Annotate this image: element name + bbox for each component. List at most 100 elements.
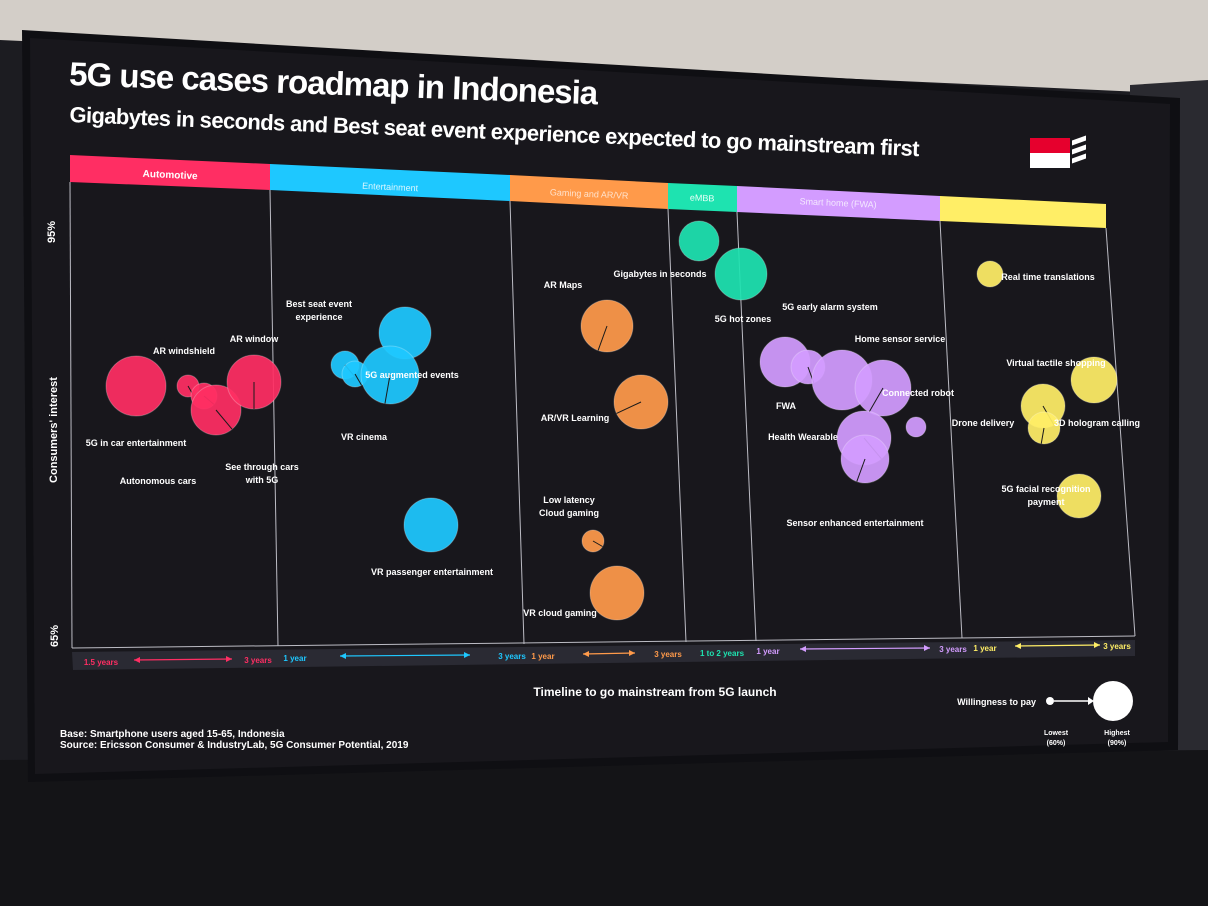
timeline-end-label: 3 years	[498, 652, 526, 661]
timeline-arrowhead-right	[226, 656, 232, 662]
legend-lowest: Lowest	[1044, 730, 1069, 737]
bubble-23	[976, 260, 1004, 288]
bubble-label: 5G in car entertainment	[86, 438, 187, 448]
timeline-arrow	[582, 652, 636, 655]
bubble-label: Sensor enhanced entertainment	[786, 518, 923, 528]
bubble-label: VR cloud gaming	[523, 608, 597, 618]
bubble-tick-26	[1040, 427, 1045, 444]
timeline-start-label: 1 to 2 years	[700, 649, 745, 658]
timeline-arrow	[1014, 644, 1101, 647]
bubble-tick-3	[215, 409, 233, 430]
header-label-entertainment: Entertainment	[362, 181, 419, 194]
bubble-15	[714, 247, 768, 301]
bubble-tick-21	[856, 458, 866, 482]
bubble-13	[589, 565, 645, 621]
bubble-label: Health Wearable	[768, 432, 838, 442]
timeline-arrowhead-left	[340, 653, 346, 659]
bubble-14	[678, 220, 720, 262]
timeline-arrowhead-left	[800, 646, 806, 652]
header-label-smart-home: Smart home (FWA)	[799, 196, 877, 209]
timeline-arrow	[339, 654, 471, 657]
timeline-arrow	[799, 647, 931, 650]
timeline-start-label: 1 year	[283, 654, 306, 663]
indonesia-flag-icon	[1030, 138, 1070, 168]
bubble-label: Low latency Cloud gaming	[539, 495, 599, 518]
bubble-0	[105, 355, 167, 417]
source-note: Source: Ericsson Consumer & IndustryLab,…	[60, 740, 409, 751]
timeline-start-label: 1 year	[756, 647, 779, 656]
category-headers: Automotive Entertainment Gaming and AR/V…	[70, 155, 1106, 228]
timeline-arrowhead-right	[1094, 642, 1100, 648]
bubble-label: 5G hot zones	[715, 314, 772, 324]
bubble-label: AR/VR Learning	[541, 413, 610, 423]
header-embb	[668, 183, 737, 212]
legend-large-bubble	[1093, 681, 1133, 721]
bubble-label: Home sensor service	[855, 334, 946, 344]
header-entertainment	[270, 164, 510, 201]
x-axis-label: Timeline to go mainstream from 5G launch	[533, 685, 776, 699]
timeline-start-label: 1 year	[531, 652, 554, 661]
bubble-22	[905, 416, 927, 438]
bubble-27	[1056, 473, 1102, 519]
size-legend: Willingness to pay Lowest (60%) Highest …	[957, 681, 1133, 747]
bubble-tick-7	[354, 373, 362, 386]
bubble-tick-19	[868, 387, 884, 413]
bubble-label: 3D hologram calling	[1054, 418, 1140, 428]
bubble-tick-11	[616, 401, 642, 414]
y-axis-label: Consumers' interest	[48, 377, 60, 483]
y-axis-bottom: 65%	[49, 625, 61, 647]
bubble-label: 5G facial recognition payment	[1001, 484, 1090, 507]
bubble-label: 5G early alarm system	[782, 302, 878, 312]
header-label-automotive: Automotive	[142, 169, 198, 183]
bubble-label: Drone delivery	[952, 418, 1015, 428]
bubble-label: Gigabytes in seconds	[613, 269, 706, 279]
timeline-start-label: 1.5 years	[84, 658, 119, 667]
timeline-arrowhead-right	[924, 645, 930, 651]
timeline-arrowhead-left	[134, 657, 140, 663]
timeline-end-label: 3 years	[939, 645, 967, 654]
base-note: Base: Smartphone users aged 15-65, Indon…	[60, 729, 285, 740]
bubble-label: VR cinema	[341, 432, 388, 442]
bubble-label: Connected robot	[882, 388, 954, 398]
timeline-layer: 1.5 years 3 years 1 year 3 years 1 year 3 yea…	[84, 642, 1131, 667]
timeline-end-label: 3 years	[654, 650, 682, 659]
legend-highest: Highest	[1104, 730, 1130, 737]
timeline-arrow	[133, 658, 233, 661]
bubble-label: Virtual tactile shopping	[1006, 358, 1105, 368]
header-label-embb: eMBB	[690, 192, 715, 203]
bubble-label: See through cars with 5G	[225, 462, 299, 485]
timeline-end-label: 3 years	[1103, 642, 1131, 651]
bubble-label: Best seat event experience	[286, 299, 352, 322]
bubble-tick-8	[384, 374, 391, 404]
bubble-label: 5G augmented events	[365, 370, 459, 380]
timeline-arrowhead-right	[629, 650, 635, 656]
legend-small-bubble	[1046, 697, 1054, 705]
header-label-gaming: Gaming and AR/VR	[550, 187, 629, 201]
legend-lowest-value: (60%)	[1047, 740, 1066, 747]
bubble-tick-10	[597, 325, 608, 351]
timeline-arrowhead-left	[1015, 643, 1021, 649]
bubble-9	[403, 497, 459, 553]
bubble-tick-12	[592, 540, 603, 547]
timeline-arrowhead-left	[583, 651, 589, 657]
bubble-label: AR window	[230, 334, 279, 344]
bubble-label: Real time translations	[1001, 272, 1095, 282]
legend-highest-value: (90%)	[1108, 740, 1127, 747]
timeline-end-label: 3 years	[244, 656, 272, 665]
header-other	[940, 196, 1106, 228]
header-smart-home	[737, 186, 940, 221]
bubble-label-layer: AR windshield AR window 5G in car entertai…	[86, 269, 1140, 618]
timeline-arrowhead-right	[464, 652, 470, 658]
y-axis-top: 95%	[46, 221, 58, 243]
bubble-label: Autonomous cars	[120, 476, 197, 486]
header-gaming	[510, 175, 668, 209]
bubble-label: AR windshield	[153, 346, 215, 356]
bubble-label: FWA	[776, 401, 796, 411]
header-automotive	[70, 155, 270, 190]
bubble-24	[1070, 356, 1118, 404]
timeline-start-label: 1 year	[973, 644, 996, 653]
timeline-band	[72, 640, 1135, 670]
bubble-label: AR Maps	[544, 280, 583, 290]
